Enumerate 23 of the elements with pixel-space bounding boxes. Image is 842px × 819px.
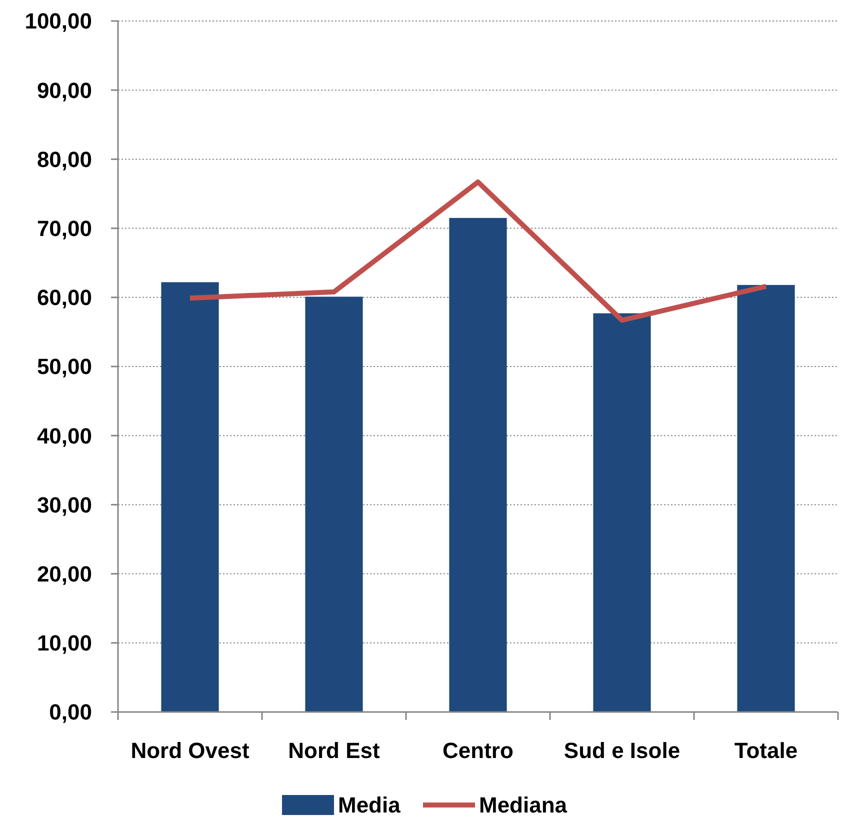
bar [449,218,507,712]
y-tick-label: 80,00 [36,146,92,172]
bar [305,296,363,712]
x-tick-label: Totale [734,738,798,763]
y-tick-label: 60,00 [36,285,92,310]
x-tick-label: Sud e Isole [564,738,680,763]
y-tick-label: 30,00 [36,492,92,518]
x-tick-label: Nord Est [288,738,381,763]
y-tick-label: 20,00 [36,562,92,586]
y-tick-label: 50,00 [36,354,92,380]
y-tick-label: 90,00 [36,78,92,103]
x-tick-label: Centro [442,738,514,763]
legend-label: Media [338,792,402,818]
x-tick-label: Nord Ovest [130,738,250,763]
y-tick-label: 10,00 [36,630,92,656]
y-tick-label: 70,00 [36,216,92,241]
y-tick-label: 40,00 [36,423,92,448]
legend-label: Mediana [479,792,568,818]
bar [161,282,219,712]
bar [593,313,651,712]
y-tick-label: 100,00 [24,8,92,34]
y-tick-label: 0,00 [49,700,92,725]
bar [737,284,795,712]
